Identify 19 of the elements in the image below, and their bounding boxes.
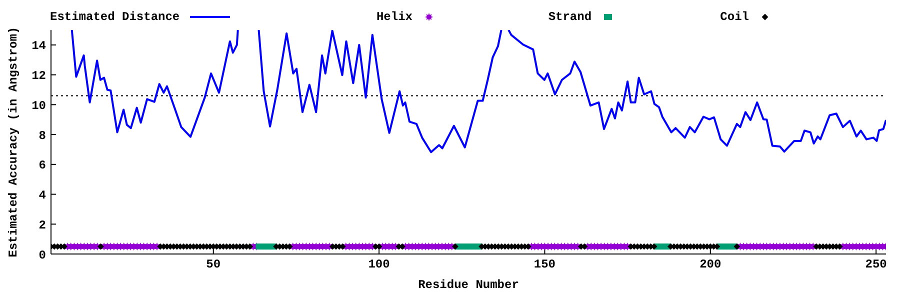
legend-label: Coil [720, 10, 749, 24]
legend-label: Helix [376, 10, 412, 24]
legend-label: Estimated Distance [50, 10, 180, 24]
legend-label: Strand [548, 10, 592, 24]
x-tick-label: 100 [368, 258, 390, 272]
y-tick-label: 2 [38, 218, 46, 232]
x-tick-label: 150 [534, 258, 556, 272]
y-tick-label: 8 [38, 128, 46, 143]
y-tick-label: 6 [38, 158, 46, 173]
y-tick-label: 12 [32, 69, 46, 84]
x-tick-label: 250 [865, 258, 887, 272]
y-axis-title: Estimated Accuracy (in Angstrom) [6, 26, 20, 258]
x-tick-label: 200 [700, 258, 722, 272]
x-tick-label: 50 [206, 258, 221, 272]
y-tick-label: 4 [38, 188, 46, 203]
y-tick-label: 10 [32, 98, 46, 113]
x-axis-title: Residue Number [418, 278, 519, 292]
y-tick-label: 0 [38, 248, 46, 262]
y-tick-label: 14 [32, 39, 46, 54]
